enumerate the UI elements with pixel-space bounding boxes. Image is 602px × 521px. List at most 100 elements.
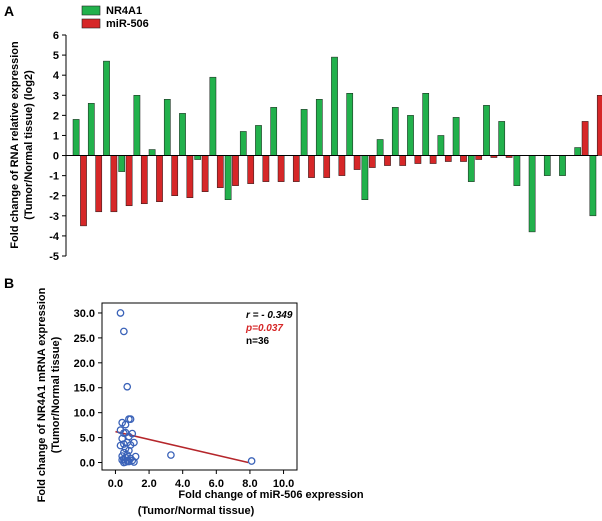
panel-b-ylabel-line2: (Tumor/Normal tissue) — [50, 336, 62, 453]
bar-nr4a1 — [194, 155, 202, 160]
panel-a-y-tick-label: -5 — [49, 251, 59, 263]
bar-nr4a1 — [498, 121, 506, 156]
scatter-point — [116, 441, 125, 450]
bar-nr4a1 — [148, 149, 156, 156]
panel-a-y-tick-label: 5 — [53, 50, 59, 62]
panel-b-plot: 0.0 5.0 10.0 15.0 20.0 25.0 30.0 0.0 2.0 4.0 6.0 8.… — [74, 302, 298, 490]
panel-a-y-tick-label: -3 — [49, 211, 59, 223]
bar-nr4a1 — [224, 155, 232, 200]
panel-a-ylabel-line2: (Tumor/Normal tissue) (log2) — [23, 70, 35, 220]
bar-mir506 — [338, 155, 346, 176]
bar-mir506 — [171, 155, 179, 196]
annotation-n: n=36 — [246, 336, 270, 347]
panel-b-y-tick-label: 25.0 — [74, 333, 95, 345]
regression-line — [115, 430, 249, 464]
bar-mir506 — [292, 155, 300, 182]
scatter-point — [120, 327, 128, 336]
panel-b-y-tick-label: 30.0 — [74, 308, 95, 320]
panel-a-ylabel-line1: Fold change of RNA relative expression — [9, 41, 21, 249]
bar-nr4a1 — [528, 155, 536, 233]
bar-nr4a1 — [543, 155, 551, 176]
bar-nr4a1 — [513, 155, 521, 186]
bar-nr4a1 — [300, 109, 308, 156]
panel-b-y-tick-label: 20.0 — [74, 358, 95, 370]
panel-a-y-tick-label: 4 — [53, 70, 60, 82]
legend-label-mir506: miR-506 — [106, 18, 149, 30]
bar-mir506 — [262, 155, 270, 182]
bar-nr4a1 — [255, 125, 262, 156]
bar-nr4a1 — [467, 155, 475, 182]
bar-mir506 — [399, 155, 407, 166]
scatter-point — [116, 309, 125, 317]
legend-label-nr4a1: NR4A1 — [106, 5, 142, 17]
bar-mir506 — [216, 155, 224, 188]
bar-mir506 — [308, 155, 315, 178]
scatter-point — [130, 438, 138, 447]
panel-b-x-tick-label: 0.0 — [108, 478, 123, 490]
bar-nr4a1 — [361, 155, 369, 200]
bar-nr4a1 — [209, 76, 217, 156]
panel-a-y-tick-label: 0 — [53, 151, 59, 163]
bar-nr4a1 — [422, 93, 430, 156]
bar-nr4a1 — [179, 113, 186, 156]
bar-mir506 — [596, 95, 602, 156]
bar-mir506 — [384, 155, 391, 166]
bar-nr4a1 — [407, 115, 414, 156]
bar-mir506 — [80, 155, 87, 227]
bar-nr4a1 — [103, 60, 110, 156]
scatter-point — [130, 458, 138, 466]
panel-b-x-tick-label: 4.0 — [175, 478, 190, 490]
bar-mir506 — [581, 121, 589, 156]
bar-mir506 — [277, 155, 285, 182]
scatter-point — [120, 458, 128, 467]
bar-nr4a1 — [118, 155, 126, 172]
bar-nr4a1 — [72, 119, 80, 156]
bar-mir506 — [110, 155, 118, 213]
scatter-point — [126, 415, 135, 424]
panel-b-label: B — [4, 275, 14, 291]
panel-b-y-tick-label: 0.0 — [80, 458, 95, 470]
annotation-p: p=0.037 — [245, 323, 283, 334]
panel-a-label: A — [4, 3, 14, 19]
bar-nr4a1 — [483, 105, 490, 156]
panel-b-x-tick-label: 8.0 — [242, 478, 257, 490]
bar-mir506 — [368, 155, 376, 168]
bar-nr4a1 — [87, 103, 95, 156]
panel-a-y-tick-label: 1 — [53, 130, 59, 142]
bar-mir506 — [156, 155, 163, 203]
bar-mir506 — [414, 155, 422, 164]
bar-mir506 — [353, 155, 361, 170]
bar-nr4a1 — [315, 99, 323, 156]
bar-nr4a1 — [391, 107, 399, 156]
annotation-r: r = - 0.349 — [246, 310, 293, 321]
scatter-point — [125, 457, 133, 466]
bar-mir506 — [444, 155, 452, 162]
bar-nr4a1 — [346, 93, 354, 156]
bar-mir506 — [125, 155, 133, 207]
bar-mir506 — [201, 155, 209, 192]
panel-a-y-tick-label: -4 — [49, 231, 60, 243]
bar-nr4a1 — [331, 56, 338, 156]
bar-nr4a1 — [452, 117, 460, 156]
legend-swatch-mir506 — [81, 18, 101, 29]
bar-nr4a1 — [559, 155, 566, 176]
bar-nr4a1 — [133, 95, 141, 156]
scatter-point — [247, 457, 256, 465]
panel-b-x-tick-label: 6.0 — [209, 478, 224, 490]
bar-mir506 — [323, 155, 331, 178]
scatter-point — [167, 451, 175, 459]
bar-mir506 — [186, 155, 194, 198]
panel-b-ylabel-line1: Fold change of NR4A1 mRNA expression — [36, 287, 48, 502]
bar-mir506 — [140, 155, 148, 205]
bar-mir506 — [429, 155, 437, 164]
panel-a-y-tick-label: 6 — [53, 30, 59, 42]
bar-nr4a1 — [589, 155, 597, 217]
bar-nr4a1 — [574, 147, 582, 156]
bar-mir506 — [460, 155, 467, 162]
panel-b-x-tick-label: 10.0 — [273, 478, 294, 490]
panel-a-y-tick-label: 2 — [53, 110, 59, 122]
legend-swatch-nr4a1 — [81, 5, 101, 16]
panel-a-y-tick-label: 3 — [53, 90, 59, 102]
